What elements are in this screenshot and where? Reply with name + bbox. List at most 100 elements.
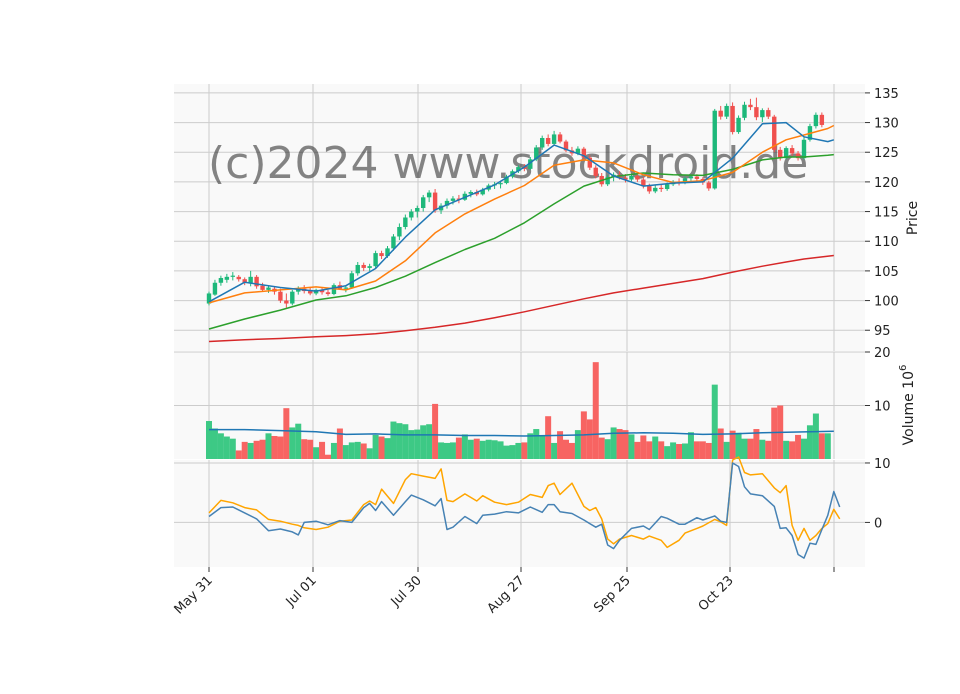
volume-bar bbox=[824, 433, 831, 459]
price-tick-label: 125 bbox=[874, 146, 899, 161]
volume-bar bbox=[223, 436, 230, 459]
volume-bar bbox=[682, 443, 688, 459]
candle-body bbox=[212, 282, 218, 295]
candle-body bbox=[647, 186, 652, 192]
candle-body bbox=[563, 141, 569, 151]
price-tick-label: 130 bbox=[874, 117, 899, 132]
volume-bar bbox=[259, 439, 266, 459]
candle-body bbox=[224, 276, 230, 280]
candle-body bbox=[498, 183, 503, 185]
volume-bar bbox=[735, 432, 742, 459]
volume-bar bbox=[265, 433, 272, 459]
volume-bar bbox=[372, 434, 379, 459]
candle-body bbox=[409, 211, 414, 218]
volume-bar bbox=[652, 436, 659, 459]
candle-body bbox=[230, 275, 235, 277]
volume-bar bbox=[301, 439, 308, 459]
volume-bar bbox=[723, 441, 730, 459]
volume-bar bbox=[396, 423, 403, 459]
volume-axis-label-text: Volume 10 bbox=[901, 371, 917, 445]
candle-body bbox=[242, 279, 247, 283]
volume-bar bbox=[211, 428, 218, 459]
x-tick-label: Sep 25 bbox=[591, 573, 634, 616]
candle-body bbox=[551, 134, 557, 144]
volume-bar bbox=[503, 445, 510, 459]
volume-bar bbox=[586, 419, 593, 459]
ma-mid-line bbox=[208, 124, 835, 304]
candle-body bbox=[623, 177, 628, 180]
volume-bar bbox=[670, 442, 677, 459]
volume-bar bbox=[610, 427, 617, 459]
candle-body bbox=[783, 148, 789, 159]
candle-body bbox=[385, 248, 390, 257]
candle-body bbox=[778, 149, 783, 159]
macd-tick-label: 0 bbox=[874, 516, 882, 531]
volume-bar bbox=[741, 438, 748, 459]
volume-bar bbox=[729, 430, 736, 459]
volume-axis-label-group: Volume 106 bbox=[898, 365, 917, 446]
volume-bar bbox=[759, 439, 766, 459]
candle-body bbox=[557, 134, 563, 142]
candle-body bbox=[236, 276, 241, 280]
volume-bar bbox=[485, 439, 492, 459]
volume-bar bbox=[295, 423, 302, 459]
volume-bar bbox=[634, 441, 641, 459]
volume-bar bbox=[384, 438, 391, 459]
candle-body bbox=[450, 198, 456, 201]
volume-bar bbox=[408, 430, 415, 459]
volume-bar bbox=[521, 442, 528, 459]
candle-body bbox=[789, 148, 795, 154]
volume-bar bbox=[628, 434, 635, 459]
candle-body bbox=[284, 300, 289, 304]
volume-bar bbox=[360, 443, 367, 459]
volume-bar bbox=[604, 439, 611, 459]
candle-body bbox=[379, 253, 384, 257]
price-tick-label: 105 bbox=[874, 265, 899, 280]
candle-body bbox=[480, 189, 485, 195]
volume-bar bbox=[539, 435, 546, 459]
candle-body bbox=[254, 276, 259, 287]
volume-bar bbox=[497, 441, 504, 459]
candle-body bbox=[218, 278, 224, 283]
candle-body bbox=[397, 226, 402, 237]
volume-bar bbox=[658, 441, 665, 459]
volume-bar bbox=[432, 403, 439, 459]
price-tick-label: 135 bbox=[874, 87, 899, 102]
candle-body bbox=[504, 176, 509, 184]
volume-bar bbox=[765, 440, 772, 459]
candle-body bbox=[694, 176, 700, 179]
volume-bar bbox=[449, 442, 456, 459]
volume-bar bbox=[812, 413, 819, 459]
volume-bar bbox=[461, 434, 468, 459]
volume-bar bbox=[592, 362, 599, 459]
price-tick-label: 120 bbox=[874, 176, 899, 191]
volume-bar bbox=[455, 437, 462, 459]
candle-body bbox=[587, 157, 592, 168]
volume-bar bbox=[366, 448, 373, 459]
candle-body bbox=[593, 167, 598, 176]
volume-bar bbox=[444, 442, 450, 459]
volume-bar bbox=[545, 416, 552, 459]
ma-slow-line bbox=[208, 153, 834, 330]
candle-body bbox=[581, 148, 587, 158]
volume-bar bbox=[640, 435, 647, 459]
candle-body bbox=[664, 184, 670, 190]
volume-bar bbox=[414, 429, 421, 459]
candle-body bbox=[516, 167, 521, 172]
x-tick-label: Aug 27 bbox=[485, 573, 528, 616]
volume-bar bbox=[515, 442, 522, 459]
candle-body bbox=[813, 114, 819, 127]
candle-body bbox=[367, 266, 372, 268]
volume-bar bbox=[491, 440, 498, 459]
volume-layer bbox=[206, 362, 834, 459]
volume-tick-label: 20 bbox=[874, 346, 891, 361]
volume-bar bbox=[342, 445, 349, 459]
volume-bar bbox=[693, 441, 700, 459]
candle-body bbox=[432, 192, 438, 211]
price-tick-label: 110 bbox=[874, 235, 899, 250]
volume-bar bbox=[664, 446, 671, 459]
candle-body bbox=[391, 236, 396, 249]
volume-bar bbox=[277, 436, 284, 459]
